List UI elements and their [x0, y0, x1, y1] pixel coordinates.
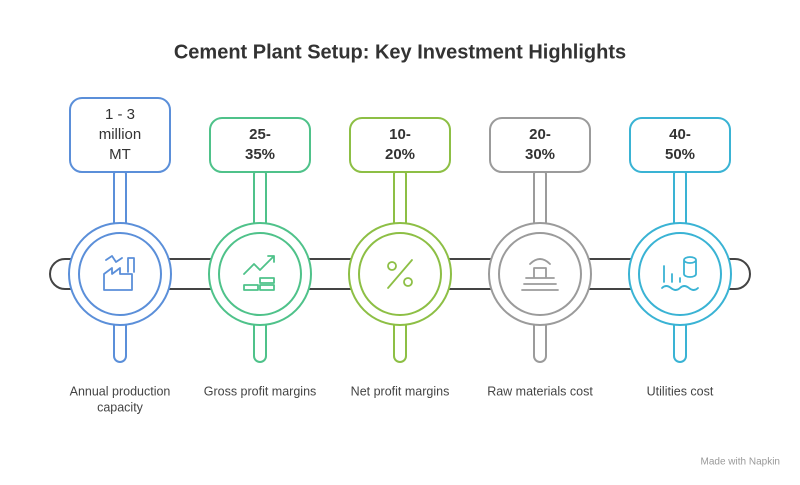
icon-shape: [521, 258, 559, 291]
icon: [521, 258, 559, 291]
icon: [387, 259, 413, 289]
value-box: [489, 117, 591, 173]
icon: [103, 255, 135, 291]
item-label: Raw materials cost: [487, 384, 593, 398]
value-text: million: [99, 126, 142, 143]
icon-shape: [661, 256, 699, 291]
item-label: Gross profit margins: [204, 384, 317, 398]
value-box: [349, 117, 451, 173]
icon-shape: [387, 259, 413, 289]
items: 1 - 3 million MT Annual production capacity 2…: [68, 97, 732, 414]
icon: [243, 255, 275, 291]
inner-circle: [638, 232, 722, 316]
value-box: [629, 117, 731, 173]
title: Cement Plant Setup: Key Investment Highl…: [174, 41, 626, 63]
value-text: 1 - 3: [105, 106, 135, 123]
value-text: 50%: [665, 146, 695, 163]
value-text: MT: [109, 146, 131, 163]
value-text: 40-: [669, 126, 691, 143]
value-box: [69, 97, 171, 173]
inner-circle: [498, 232, 582, 316]
item-label: Utilities cost: [647, 384, 714, 398]
icon-shape: [243, 255, 275, 291]
item-label: capacity: [97, 400, 144, 414]
item-label: Net profit margins: [351, 384, 450, 398]
value-text: 35%: [245, 146, 275, 163]
footer: Made with Napkin: [701, 457, 780, 468]
inner-circle: [218, 232, 302, 316]
value-text: 25-: [249, 126, 271, 143]
icon: [661, 256, 699, 291]
value-text: 10-: [389, 126, 411, 143]
icon-shape: [103, 255, 135, 291]
value-text: 20%: [385, 146, 415, 163]
item-label: Annual production: [70, 384, 171, 398]
value-text: 20-: [529, 126, 551, 143]
value-text: 30%: [525, 146, 555, 163]
value-box: [209, 117, 311, 173]
